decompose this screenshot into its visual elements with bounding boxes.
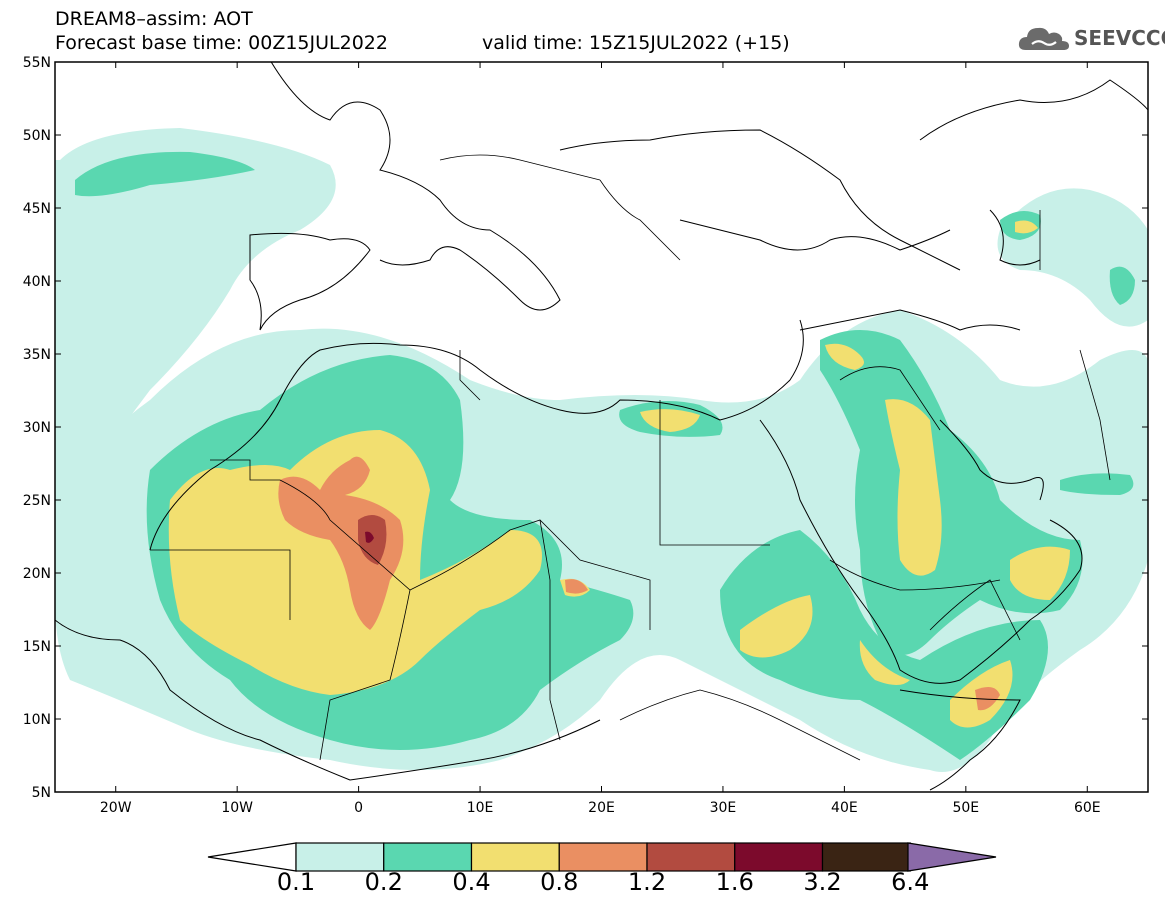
lat-label: 40N [23,274,51,290]
colorbar-level-label: 1.6 [715,868,754,896]
lon-label: 40E [831,800,858,816]
lat-label: 10N [23,712,51,728]
axis-ticks [55,61,1148,793]
lon-label: 0 [354,800,363,816]
colorbar-box [558,842,648,872]
colorbar-box [295,842,385,872]
lon-label: 10W [221,800,253,816]
valid-time: valid time: 15Z15JUL2022 (+15) [482,32,790,54]
seevccc-logo: SEEVCCC [1016,22,1165,56]
colorbar-box [470,842,560,872]
colorbar-level-label: 6.4 [891,868,930,896]
colorbar [207,842,997,872]
latitude-labels: 55N 50N 45N 40N 35N 30N 25N 20N 15N 10N 5N [23,55,51,801]
lat-label: 25N [23,493,51,509]
coastlines [55,62,1148,791]
colorbar-level-label: 1.2 [627,868,667,896]
lon-label: 30E [710,800,737,816]
lat-label: 30N [23,420,51,436]
aot-level-0-8 [278,456,1000,711]
country-borders [150,154,1111,761]
colorbar-low-triangle [207,842,297,872]
colorbar-high-triangle [907,842,997,872]
colorbar-level-label: 0.4 [452,868,491,896]
logo-text: SEEVCCC [1074,26,1165,50]
colorbar-level-label: 3.2 [803,868,842,896]
lat-label: 55N [23,55,51,71]
lat-label: 5N [32,785,51,801]
aot-level-1-6 [365,531,374,543]
lat-label: 20N [23,566,51,582]
lat-label: 45N [23,201,51,217]
product-title: DREAM8–assim: AOT [55,8,253,30]
colorbar-box [734,842,824,872]
lat-label: 35N [23,347,51,363]
lat-label: 15N [23,639,51,655]
colorbar-box [646,842,736,872]
cloud-icon [1018,27,1069,50]
longitude-labels: 20W 10W 0 10E 20E 30E 40E 50E 60E [100,800,1101,816]
forecast-base-time: Forecast base time: 00Z15JUL2022 [55,32,388,54]
colorbar-level-label: 0.8 [540,868,579,896]
lon-label: 60E [1074,800,1101,816]
colorbar-level-label: 0.2 [364,868,403,896]
lon-label: 20E [588,800,615,816]
aot-field [55,62,1148,791]
colorbar-level-label: 0.1 [276,868,316,896]
colorbar-box [383,842,473,872]
lon-label: 10E [467,800,494,816]
colorbar-box [821,842,911,872]
lon-label: 20W [100,800,132,816]
lon-label: 50E [952,800,979,816]
lat-label: 50N [23,128,51,144]
